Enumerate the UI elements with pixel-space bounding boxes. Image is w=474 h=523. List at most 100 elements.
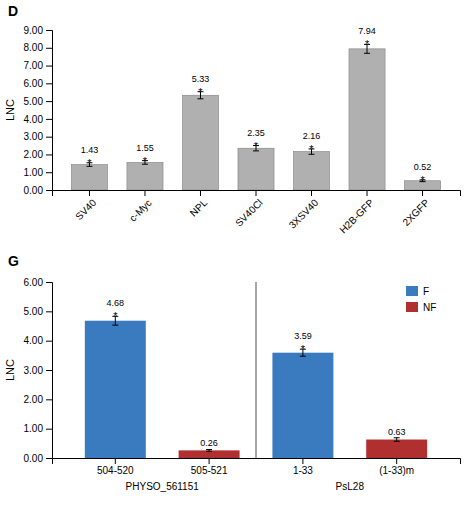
y-tick: 6.00 — [24, 78, 52, 89]
y-tick: 3.00 — [24, 131, 52, 142]
data-label: 2.16 — [303, 131, 321, 141]
panel: 0.001.002.003.004.005.006.00LNC504-52050… — [4, 277, 461, 492]
legend-label: F — [423, 286, 429, 297]
x-tick-label: SV40Cl — [233, 197, 265, 229]
x-tick-mark — [89, 190, 90, 196]
x-tick: NPL — [188, 190, 210, 219]
y-tick: 4.00 — [24, 335, 52, 346]
y-tick-mark — [46, 30, 52, 31]
y-tick: 2.00 — [24, 394, 52, 405]
separator — [256, 282, 257, 458]
y-tick-label: 1.00 — [24, 167, 44, 178]
legend-label: NF — [423, 302, 436, 313]
x-tick: 505-521 — [191, 458, 228, 476]
y-tick-label: 4.00 — [24, 335, 44, 346]
x-tick-mark — [209, 458, 210, 464]
annotation: * — [365, 38, 370, 50]
annotation: * — [143, 155, 148, 167]
y-tick-label: 5.00 — [24, 96, 44, 107]
y-axis-label: LNC — [4, 359, 16, 381]
x-tick-mark — [115, 458, 116, 464]
y-tick-label: 7.00 — [24, 60, 44, 71]
legend: F NF — [406, 286, 436, 313]
y-tick-label: 2.00 — [24, 149, 44, 160]
title: G — [8, 253, 19, 269]
error-bar-cap — [206, 451, 212, 452]
panel: 0.001.002.003.004.005.006.007.008.009.00… — [4, 25, 461, 236]
y-tick: 4.00 — [24, 114, 52, 125]
bar — [272, 353, 333, 458]
bar — [85, 321, 146, 458]
y-tick-mark — [46, 119, 52, 120]
y-tick-label: 3.00 — [24, 365, 44, 376]
y-axis: 0.001.002.003.004.005.006.00 — [24, 277, 53, 464]
error-bar-cap — [394, 437, 400, 438]
annotation: * — [113, 310, 118, 322]
y-tick-mark — [46, 341, 52, 342]
data-label: 4.68 — [107, 298, 125, 308]
axis-line — [53, 191, 461, 197]
y-tick-mark — [46, 154, 52, 155]
bar — [366, 440, 427, 458]
legend-swatch — [406, 302, 418, 312]
x-tick-label: c-Myc — [127, 197, 154, 224]
error-bar-cap — [112, 325, 118, 326]
axis-line — [53, 459, 461, 465]
x-tick-mark — [396, 458, 397, 464]
x-tick: 504-520 — [97, 458, 134, 476]
x-tick-label: (1-33)m — [379, 465, 414, 476]
y-tick: 9.00 — [24, 25, 52, 36]
data-label: 5.33 — [192, 74, 210, 84]
y-tick-mark — [46, 101, 52, 102]
error-bar — [206, 449, 212, 451]
y-tick-mark — [46, 48, 52, 49]
y-tick-mark — [46, 190, 52, 191]
x-tick: 1-33 — [293, 458, 313, 476]
x-tick: c-Myc — [127, 190, 154, 224]
x-axis: SV40 c-Myc NPL SV40Cl 3XSV40 H2B-GFP 2XGFP — [53, 190, 461, 235]
x-tick-label: H2B-GFP — [337, 197, 376, 236]
x-tick-label: 505-521 — [191, 465, 228, 476]
group-label: PsL28 — [336, 481, 365, 492]
error-bar-cap — [300, 356, 306, 357]
data-label: 0.63 — [388, 427, 406, 437]
x-tick: 3XSV40 — [287, 190, 321, 231]
x-tick-label: SV40 — [73, 197, 98, 222]
axis-line — [46, 283, 53, 459]
x-tick: (1-33)m — [379, 458, 414, 476]
y-tick-mark — [46, 66, 52, 67]
y-tick: 0.00 — [24, 453, 52, 464]
plot-area — [71, 44, 440, 190]
y-tick-label: 3.00 — [24, 131, 44, 142]
y-axis-label: LNC — [4, 99, 16, 121]
y-tick-mark — [46, 458, 52, 459]
y-tick-mark — [46, 172, 52, 173]
data-label: 1.43 — [81, 145, 99, 155]
y-tick: 6.00 — [24, 277, 52, 288]
y-axis: 0.001.002.003.004.005.006.007.008.009.00 — [24, 25, 53, 196]
error-bar — [394, 438, 400, 442]
annotation: * — [254, 140, 259, 152]
y-tick: 2.00 — [24, 149, 52, 160]
y-tick-mark — [46, 282, 52, 283]
y-tick: 3.00 — [24, 365, 52, 376]
y-tick-label: 9.00 — [24, 25, 44, 36]
x-tick-label: 3XSV40 — [287, 197, 321, 231]
annotation: * — [309, 143, 314, 155]
legend-entry: NF — [406, 302, 436, 313]
x-tick-mark — [256, 190, 257, 196]
error-bar-cap — [364, 53, 370, 54]
y-tick-mark — [46, 83, 52, 84]
y-tick-mark — [46, 429, 52, 430]
y-tick-mark — [46, 399, 52, 400]
y-tick-mark — [46, 370, 52, 371]
group-label: PHYSO_561151 — [126, 481, 200, 492]
x-tick-label: 1-33 — [293, 465, 313, 476]
data-label: 7.94 — [358, 26, 376, 36]
figure: 0.001.002.003.004.005.006.007.008.009.00… — [0, 0, 474, 523]
x-tick-label: 2XGFP — [400, 197, 431, 228]
x-tick-mark — [200, 190, 201, 196]
y-tick-mark — [46, 311, 52, 312]
x-tick: H2B-GFP — [337, 190, 376, 235]
y-tick-label: 1.00 — [24, 423, 44, 434]
